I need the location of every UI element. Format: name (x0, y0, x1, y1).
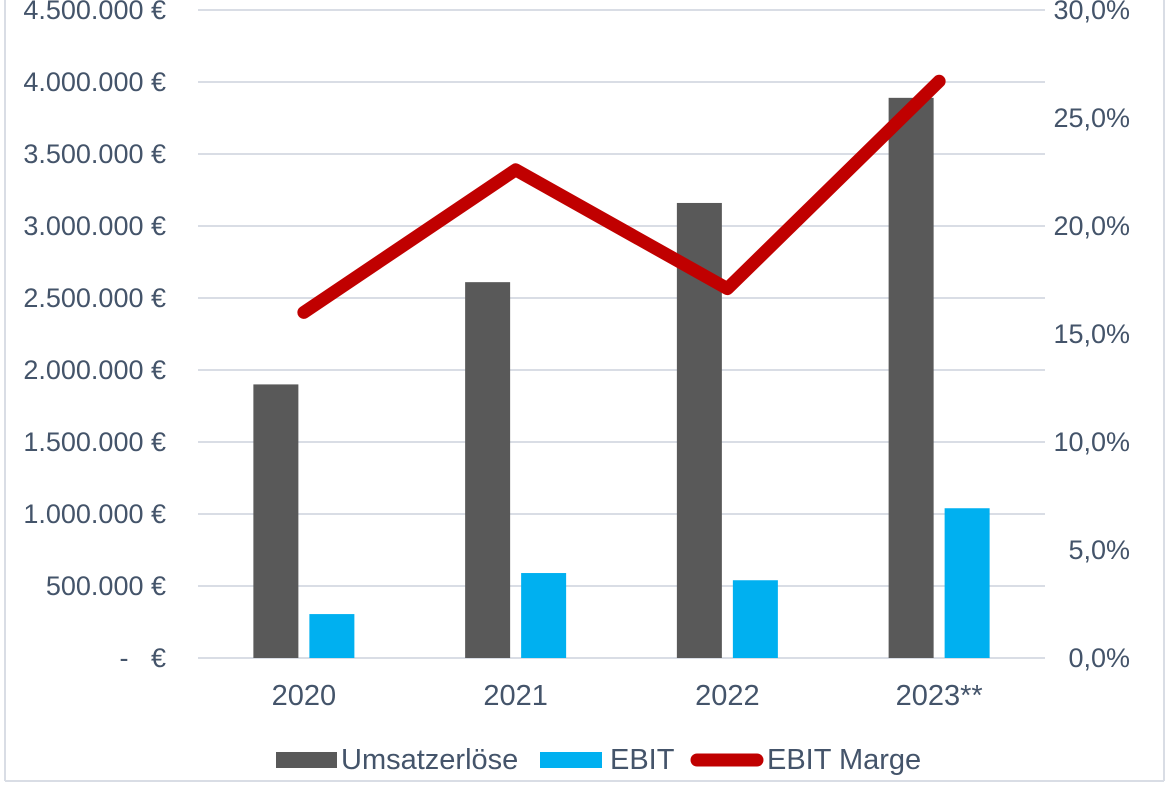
bar-ebit-2020 (309, 614, 355, 658)
left-axis-tick: 500.000 € (46, 571, 166, 601)
x-axis-label: 2020 (272, 680, 337, 712)
bar-umsatzerloese-2021 (465, 282, 511, 658)
left-axis-tick: 1.000.000 € (23, 499, 166, 529)
right-axis-tick: 5,0% (1068, 535, 1130, 565)
legend-swatch-ebit (540, 752, 602, 768)
left-axis-tick: 3.500.000 € (23, 139, 166, 169)
right-axis-tick: 20,0% (1053, 211, 1130, 241)
right-axis-labels: 30,0% 25,0% 20,0% 15,0% 10,0% 5,0% 0,0% (1053, 0, 1130, 673)
right-axis-tick: 15,0% (1053, 319, 1130, 349)
left-axis-tick: 2.500.000 € (23, 283, 166, 313)
x-axis-label: 2022 (695, 680, 760, 712)
right-axis-tick: 25,0% (1053, 103, 1130, 133)
left-axis-tick: 1.500.000 € (23, 427, 166, 457)
x-axis-labels: 2020 2021 2022 2023** (272, 680, 983, 712)
ebit-marge-line (297, 74, 946, 319)
right-axis-tick: 0,0% (1068, 643, 1130, 673)
legend-label-ebit-marge: EBIT Marge (767, 744, 921, 776)
left-axis-tick: 3.000.000 € (23, 211, 166, 241)
bar-umsatzerloese-2023 (888, 97, 934, 659)
legend: Umsatzerlöse EBIT EBIT Marge (276, 744, 921, 776)
legend-swatch-umsatzerloese (276, 752, 337, 768)
right-axis-tick: 10,0% (1053, 427, 1130, 457)
left-axis-tick: 4.500.000 € (23, 0, 166, 25)
bar-ebit-2021 (521, 573, 567, 658)
bar-ebit-2023 (944, 508, 990, 658)
right-axis-tick: 30,0% (1053, 0, 1130, 25)
line-series (297, 74, 946, 319)
x-axis-label: 2021 (483, 680, 548, 712)
legend-label-ebit: EBIT (610, 744, 675, 776)
bar-series (253, 97, 990, 659)
left-axis-tick: 2.000.000 € (23, 355, 166, 385)
left-axis-tick: 4.000.000 € (23, 67, 166, 97)
bar-umsatzerloese-2020 (253, 384, 299, 658)
legend-label-umsatzerloese: Umsatzerlöse (341, 744, 518, 776)
x-axis-label: 2023** (896, 680, 983, 712)
chart-border (4, 0, 1165, 782)
left-axis-labels: 4.500.000 € 4.000.000 € 3.500.000 € 3.000.0… (23, 0, 166, 673)
left-axis-tick: - € (119, 643, 166, 673)
bar-ebit-2022 (732, 580, 778, 658)
